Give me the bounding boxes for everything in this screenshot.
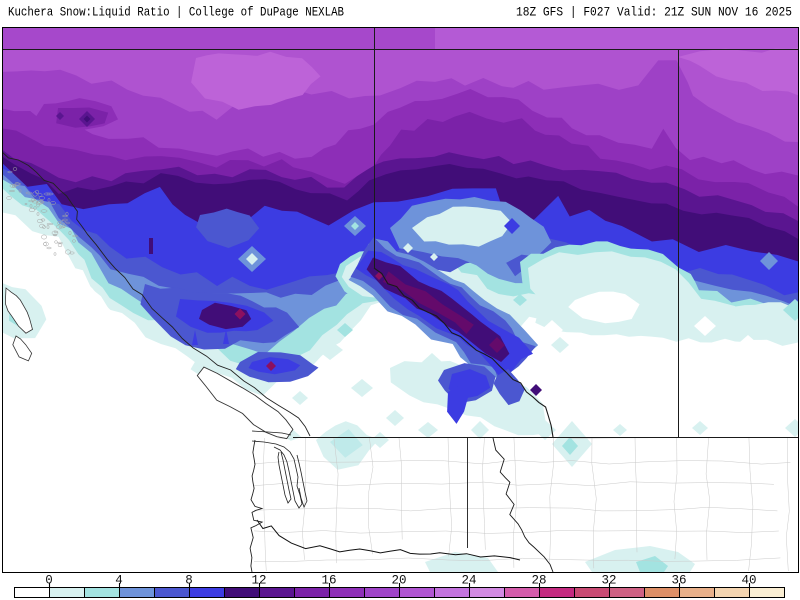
- svg-text:32: 32: [601, 574, 616, 588]
- svg-text:Kuchera Snow:Liquid Ratio | Co: Kuchera Snow:Liquid Ratio | College of D…: [8, 5, 344, 20]
- svg-text:36: 36: [671, 574, 686, 588]
- svg-text:24: 24: [461, 574, 476, 588]
- svg-text:16: 16: [321, 574, 336, 588]
- svg-text:20: 20: [391, 574, 406, 588]
- svg-text:28: 28: [531, 574, 546, 588]
- svg-text:40: 40: [741, 574, 756, 588]
- svg-text:8: 8: [185, 574, 193, 588]
- svg-text:12: 12: [251, 574, 266, 588]
- svg-text:4: 4: [115, 574, 123, 588]
- svg-text:18Z GFS | F027 Valid: 21Z SUN: 18Z GFS | F027 Valid: 21Z SUN NOV 16 202…: [516, 5, 792, 20]
- svg-text:0: 0: [45, 574, 53, 588]
